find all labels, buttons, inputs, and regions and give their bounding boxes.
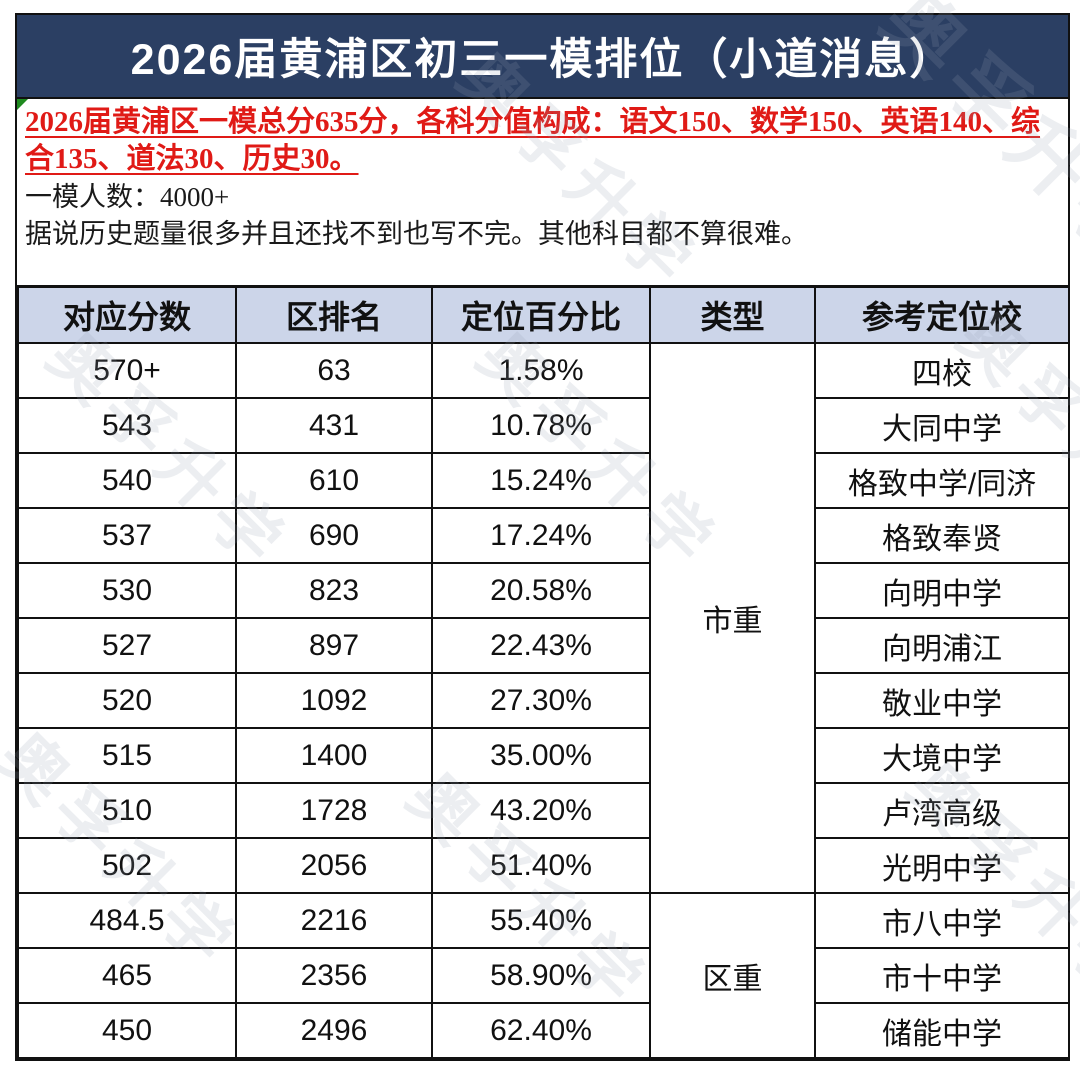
type-cell: 区重	[649, 892, 816, 1059]
score-cell: 502	[17, 837, 237, 894]
school-cell: 市十中学	[814, 947, 1070, 1004]
school-cell: 市八中学	[814, 892, 1070, 949]
percentile-cell: 55.40%	[431, 892, 651, 949]
score-cell: 540	[17, 452, 237, 509]
percentile-cell: 1.58%	[431, 342, 651, 399]
score-cell: 450	[17, 1002, 237, 1059]
percentile-cell: 58.90%	[431, 947, 651, 1004]
percentile-cell: 15.24%	[431, 452, 651, 509]
percentile-cell: 51.40%	[431, 837, 651, 894]
percentile-cell: 22.43%	[431, 617, 651, 674]
rank-cell: 1092	[235, 672, 433, 729]
column-header: 定位百分比	[431, 285, 651, 344]
table-row: 543 431 10.78% 大同中学	[17, 397, 1070, 454]
school-cell: 向明中学	[814, 562, 1070, 619]
rank-cell: 1400	[235, 727, 433, 784]
rank-cell: 897	[235, 617, 433, 674]
school-cell: 大境中学	[814, 727, 1070, 784]
percentile-cell: 27.30%	[431, 672, 651, 729]
page-title: 2026届黄浦区初三一模排位（小道消息）	[130, 36, 955, 84]
score-cell: 530	[17, 562, 237, 619]
notes-section: 2026届黄浦区一模总分635分，各科分值构成：语文150、数学150、英语14…	[17, 99, 1068, 285]
rank-cell: 1728	[235, 782, 433, 839]
percentile-cell: 62.40%	[431, 1002, 651, 1059]
score-cell: 465	[17, 947, 237, 1004]
percentile-cell: 43.20%	[431, 782, 651, 839]
difficulty-note: 据说历史题量很多并且还找不到也写不完。其他科目都不算很难。	[25, 219, 808, 249]
table-row: 540 610 15.24% 格致中学/同济	[17, 452, 1070, 509]
table-row: 527 897 22.43% 向明浦江	[17, 617, 1070, 674]
rank-cell: 2496	[235, 1002, 433, 1059]
score-cell: 484.5	[17, 892, 237, 949]
table-row: 515 1400 35.00% 大境中学	[17, 727, 1070, 784]
column-header: 参考定位校	[814, 285, 1070, 344]
percentile-cell: 17.24%	[431, 507, 651, 564]
school-cell: 光明中学	[814, 837, 1070, 894]
table-row: 510 1728 43.20% 卢湾高级	[17, 782, 1070, 839]
score-cell: 515	[17, 727, 237, 784]
rank-cell: 63	[235, 342, 433, 399]
column-header: 类型	[649, 285, 816, 344]
percentile-cell: 10.78%	[431, 397, 651, 454]
score-cell: 527	[17, 617, 237, 674]
score-cell: 510	[17, 782, 237, 839]
table-row: 520 1092 27.30% 敬业中学	[17, 672, 1070, 729]
school-cell: 向明浦江	[814, 617, 1070, 674]
table-row: 465 2356 58.90% 市十中学	[17, 947, 1070, 1004]
type-cell: 市重	[649, 342, 816, 894]
rank-cell: 2056	[235, 837, 433, 894]
table-row: 502 2056 51.40% 光明中学	[17, 837, 1070, 894]
content-frame: 2026届黄浦区初三一模排位（小道消息） 2026届黄浦区一模总分635分，各科…	[15, 13, 1070, 1061]
school-cell: 敬业中学	[814, 672, 1070, 729]
score-cell: 543	[17, 397, 237, 454]
score-cell: 520	[17, 672, 237, 729]
percentile-cell: 35.00%	[431, 727, 651, 784]
table-row: 570+ 63 1.58% 市重 四校	[17, 342, 1070, 894]
score-cell: 570+	[17, 342, 237, 399]
column-header: 区排名	[235, 285, 433, 344]
percentile-cell: 20.58%	[431, 562, 651, 619]
table-row: 450 2496 62.40% 储能中学	[17, 1002, 1070, 1059]
rank-cell: 690	[235, 507, 433, 564]
school-cell: 卢湾高级	[814, 782, 1070, 839]
score-composition-note: 2026届黄浦区一模总分635分，各科分值构成：语文150、数学150、英语14…	[25, 106, 1041, 175]
rank-cell: 431	[235, 397, 433, 454]
table-header-row: 对应分数 区排名 定位百分比 类型 参考定位校	[17, 285, 1070, 344]
score-cell: 537	[17, 507, 237, 564]
table-row: 530 823 20.58% 向明中学	[17, 562, 1070, 619]
ranking-table: 对应分数 区排名 定位百分比 类型 参考定位校 570+ 63 1.58% 市重 四校 543 43…	[17, 285, 1070, 1059]
school-cell: 储能中学	[814, 1002, 1070, 1059]
school-cell: 四校	[814, 342, 1070, 399]
rank-cell: 823	[235, 562, 433, 619]
table-row: 537 690 17.24% 格致奉贤	[17, 507, 1070, 564]
rank-cell: 2216	[235, 892, 433, 949]
rank-cell: 610	[235, 452, 433, 509]
table-row: 484.5 2216 55.40% 区重 市八中学	[17, 892, 1070, 1059]
exam-count-note: 一模人数：4000+	[25, 182, 230, 212]
school-cell: 大同中学	[814, 397, 1070, 454]
rank-cell: 2356	[235, 947, 433, 1004]
green-corner-marker	[17, 99, 28, 110]
school-cell: 格致奉贤	[814, 507, 1070, 564]
column-header: 对应分数	[17, 285, 237, 344]
title-bar: 2026届黄浦区初三一模排位（小道消息）	[17, 15, 1068, 99]
school-cell: 格致中学/同济	[814, 452, 1070, 509]
